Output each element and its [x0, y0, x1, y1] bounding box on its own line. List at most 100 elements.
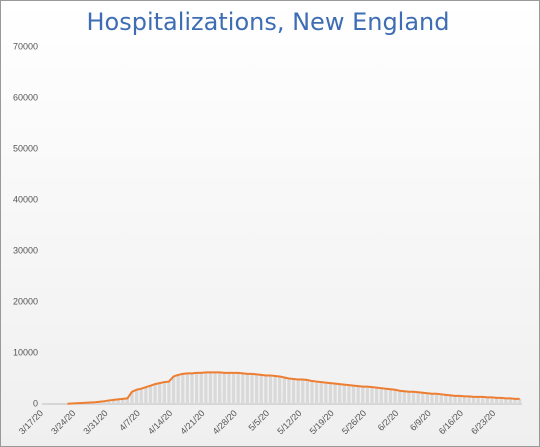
bar: [185, 373, 189, 404]
bar: [347, 385, 351, 404]
bar: [121, 398, 125, 404]
bar: [379, 388, 383, 404]
bar: [213, 372, 217, 404]
bar: [499, 397, 503, 404]
line: [67, 371, 520, 405]
bar: [273, 375, 277, 404]
y-tick-label: 50000: [13, 143, 38, 153]
bar: [453, 395, 457, 404]
bar: [148, 385, 153, 404]
bar: [416, 392, 420, 404]
bar: [444, 394, 448, 404]
bar: [218, 372, 222, 404]
bar: [375, 387, 379, 404]
bar: [458, 395, 462, 404]
bar: [255, 374, 259, 404]
bar: [231, 372, 236, 404]
bar: [402, 391, 406, 404]
bar: [176, 374, 180, 404]
bar: [356, 386, 360, 404]
bar: [411, 391, 416, 404]
bar: [508, 398, 513, 404]
bar: [315, 381, 319, 404]
bar: [227, 372, 231, 404]
bar: [158, 383, 162, 404]
bar: [471, 396, 476, 404]
bar: [125, 398, 129, 404]
bar: [504, 398, 508, 404]
bar: [462, 396, 466, 404]
bar: [208, 372, 213, 404]
bar: [439, 394, 443, 404]
bar: [342, 384, 346, 404]
bar: [305, 380, 309, 404]
bar: [135, 389, 139, 404]
y-tick-label: 30000: [13, 245, 38, 255]
y-tick-label: 20000: [13, 296, 38, 306]
bar: [241, 373, 245, 404]
bar: [388, 389, 393, 404]
bar: [467, 396, 471, 404]
bar: [102, 401, 106, 404]
bar: [153, 384, 157, 404]
bar: [259, 374, 263, 404]
bar: [324, 382, 328, 404]
bar: [204, 372, 208, 404]
bar: [333, 383, 337, 404]
bar: [144, 387, 148, 404]
bar: [485, 397, 489, 404]
bar: [301, 379, 305, 404]
y-tick-label: 70000: [13, 41, 38, 51]
bar: [181, 373, 185, 404]
bar: [495, 397, 499, 404]
bar: [287, 378, 291, 404]
bar: [370, 387, 374, 404]
bar: [310, 381, 314, 404]
bar: [425, 393, 429, 404]
bar: [245, 373, 249, 404]
bar: [236, 372, 240, 404]
bar: [421, 392, 425, 404]
bar: [250, 373, 254, 404]
bar: [435, 393, 439, 404]
bar: [328, 383, 333, 404]
bar: [264, 375, 268, 404]
bar: [481, 396, 485, 404]
bar: [111, 399, 116, 404]
bar: [162, 382, 166, 404]
y-tick-label: 60000: [13, 92, 38, 102]
bar: [476, 396, 480, 404]
bar: [278, 376, 282, 404]
bar: [351, 385, 356, 404]
bar: [268, 375, 273, 404]
bar: [291, 379, 296, 404]
bar: [384, 388, 388, 404]
bar: [393, 389, 397, 404]
y-tick-label: 40000: [13, 194, 38, 204]
bar: [448, 395, 453, 404]
bar: [199, 372, 203, 404]
bar: [282, 377, 286, 404]
bar: [98, 401, 102, 404]
bar: [222, 372, 226, 404]
bar: [518, 398, 522, 404]
bar: [139, 388, 143, 404]
bar: [107, 400, 111, 404]
chart-title: Hospitalizations, New England: [86, 8, 449, 36]
bar: [167, 381, 171, 404]
bar: [513, 398, 517, 404]
bar: [361, 386, 365, 404]
bar: [319, 382, 323, 404]
bar: [171, 376, 176, 404]
bar: [430, 393, 434, 404]
bar: [490, 397, 494, 404]
bar: [130, 391, 134, 404]
bar: [296, 379, 300, 404]
bar: [398, 390, 402, 404]
bar: [195, 372, 199, 404]
y-tick-label: 0: [33, 398, 38, 408]
bar: [407, 391, 411, 404]
bar: [338, 384, 342, 404]
